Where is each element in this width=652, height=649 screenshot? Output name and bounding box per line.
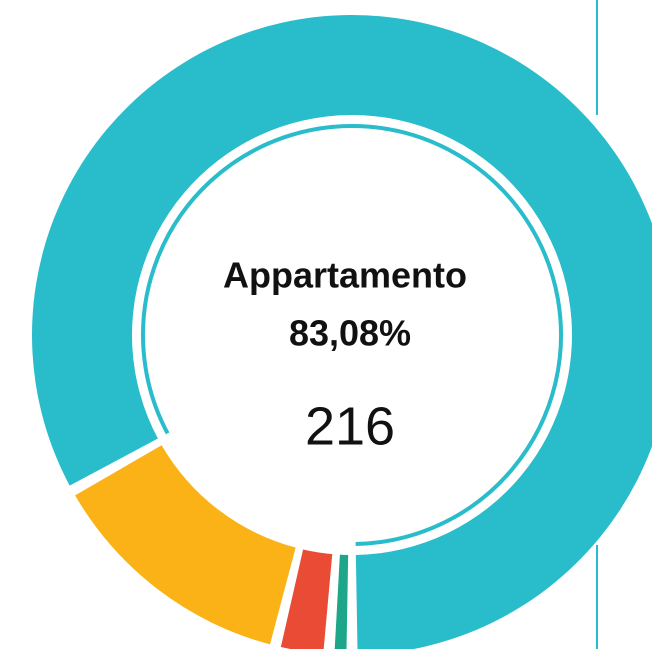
donut-segment [280,549,333,649]
donut-segment [75,445,296,645]
inner-ring [141,124,563,546]
donut-segment [32,15,652,649]
center-category: Appartamento [223,255,467,296]
donut-segment [334,554,349,649]
center-percent: 83,08% [289,313,411,354]
center-count: 216 [305,396,395,456]
